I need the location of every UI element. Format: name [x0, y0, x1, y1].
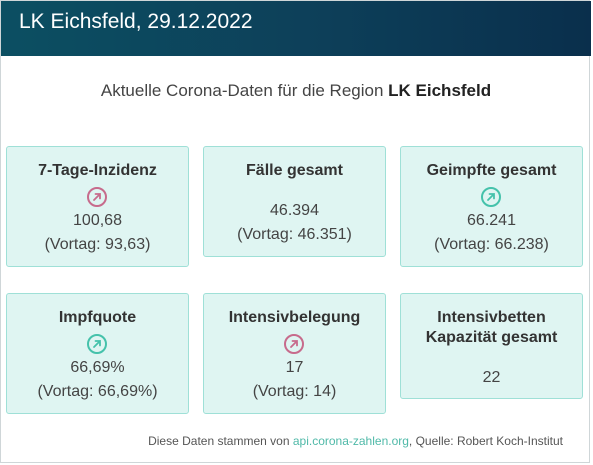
- card-cases: Fälle gesamt 46.394 (Vortag: 46.351): [203, 146, 386, 257]
- card-title: 7-Tage-Inzidenz: [38, 162, 157, 179]
- arrow-up-right-icon: [86, 334, 107, 354]
- source-link[interactable]: api.corona-zahlen.org: [292, 434, 409, 448]
- card-previous: (Vortag: 66,69%): [37, 383, 158, 400]
- card-title: Fälle gesamt: [246, 162, 343, 179]
- arrow-up-right-icon: [480, 187, 501, 207]
- card-incidence: 7-Tage-Inzidenz 100,68 (Vortag: 93,63): [6, 146, 189, 267]
- footer-prefix: Diese Daten stammen von: [148, 434, 290, 448]
- card-title-line2: Kapazität gesamt: [425, 329, 558, 346]
- card-value: 22: [482, 369, 501, 386]
- header-bar: LK Eichsfeld, 29.12.2022: [1, 1, 591, 56]
- card-value: 17: [285, 359, 304, 376]
- arrow-up-right-icon: [283, 334, 304, 354]
- card-previous: (Vortag: 93,63): [44, 236, 151, 253]
- intro-prefix: Aktuelle Corona-Daten für die Region: [100, 81, 384, 100]
- card-title-line1: Intensivbetten: [437, 309, 546, 326]
- arrow-up-right-icon: [86, 187, 107, 207]
- footer-suffix: , Quelle: Robert Koch-Institut: [408, 434, 563, 448]
- card-icu-occupancy: Intensivbelegung 17 (Vortag: 14): [203, 293, 386, 414]
- intro-text: Aktuelle Corona-Daten für die Region LK …: [1, 81, 591, 101]
- card-previous: (Vortag: 66.238): [434, 236, 549, 253]
- card-value: 66.241: [467, 212, 516, 229]
- card-previous: (Vortag: 14): [252, 383, 337, 400]
- card-vaccination-rate: Impfquote 66,69% (Vortag: 66,69%): [6, 293, 189, 414]
- card-value: 100,68: [73, 212, 122, 229]
- intro-region: LK Eichsfeld: [388, 81, 492, 100]
- card-title: Impfquote: [58, 309, 137, 326]
- card-title: Geimpfte gesamt: [426, 162, 557, 179]
- card-title: Intensivbelegung: [228, 309, 361, 326]
- card-vaccinated: Geimpfte gesamt 66.241 (Vortag: 66.238): [400, 146, 583, 267]
- card-value: 66,69%: [70, 359, 125, 376]
- card-icu-capacity: Intensivbetten Kapazität gesamt 22: [400, 293, 583, 399]
- card-value: 46.394: [270, 202, 319, 219]
- card-previous: (Vortag: 46.351): [237, 226, 352, 243]
- header-title: LK Eichsfeld, 29.12.2022: [19, 10, 253, 33]
- footer-source: Diese Daten stammen von api.corona-zahle…: [148, 434, 563, 448]
